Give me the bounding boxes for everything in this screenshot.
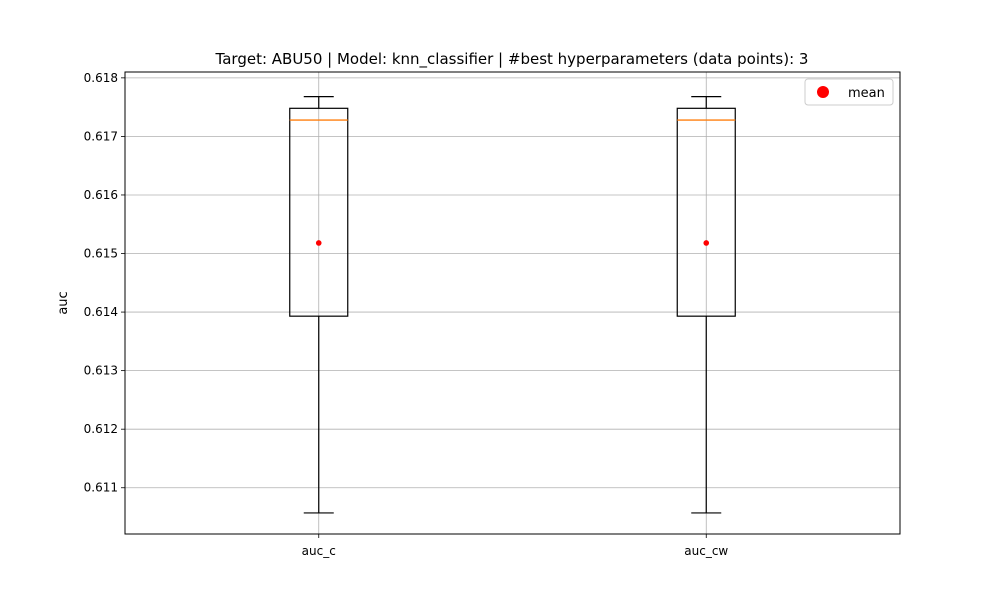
box-plot-auc_c	[289, 95, 349, 514]
y-axis-label: auc	[56, 291, 71, 314]
plot-frame	[124, 71, 901, 535]
box-plot-auc_cw	[676, 95, 736, 514]
legend-box	[804, 78, 894, 106]
legend: mean	[804, 78, 894, 106]
iqr-box	[676, 107, 736, 317]
legend-label-mean: mean	[848, 86, 885, 101]
y-tick-label: 0.615	[84, 247, 118, 261]
mean-marker	[315, 240, 322, 246]
x-tick-label: auc_cw	[684, 544, 728, 558]
y-tick-label: 0.611	[84, 481, 118, 495]
y-tick-label: 0.618	[84, 71, 118, 85]
chart-title: Target: ABU50 | Model: knn_classifier | …	[215, 50, 809, 69]
x-tick-label: auc_c	[302, 544, 336, 558]
mean-marker	[703, 240, 710, 246]
y-tick-label: 0.613	[84, 364, 118, 378]
y-tick-label: 0.614	[84, 305, 118, 319]
iqr-box	[289, 107, 349, 317]
y-tick-label: 0.612	[84, 422, 118, 436]
legend-marker-mean	[817, 86, 829, 98]
y-tick-label: 0.617	[84, 129, 118, 143]
box-plots	[289, 95, 736, 514]
axes: 0.611 0.612 0.613 0.614 0.615 0.616 0.617 0.618…	[84, 71, 901, 558]
y-tick-label: 0.616	[84, 188, 118, 202]
